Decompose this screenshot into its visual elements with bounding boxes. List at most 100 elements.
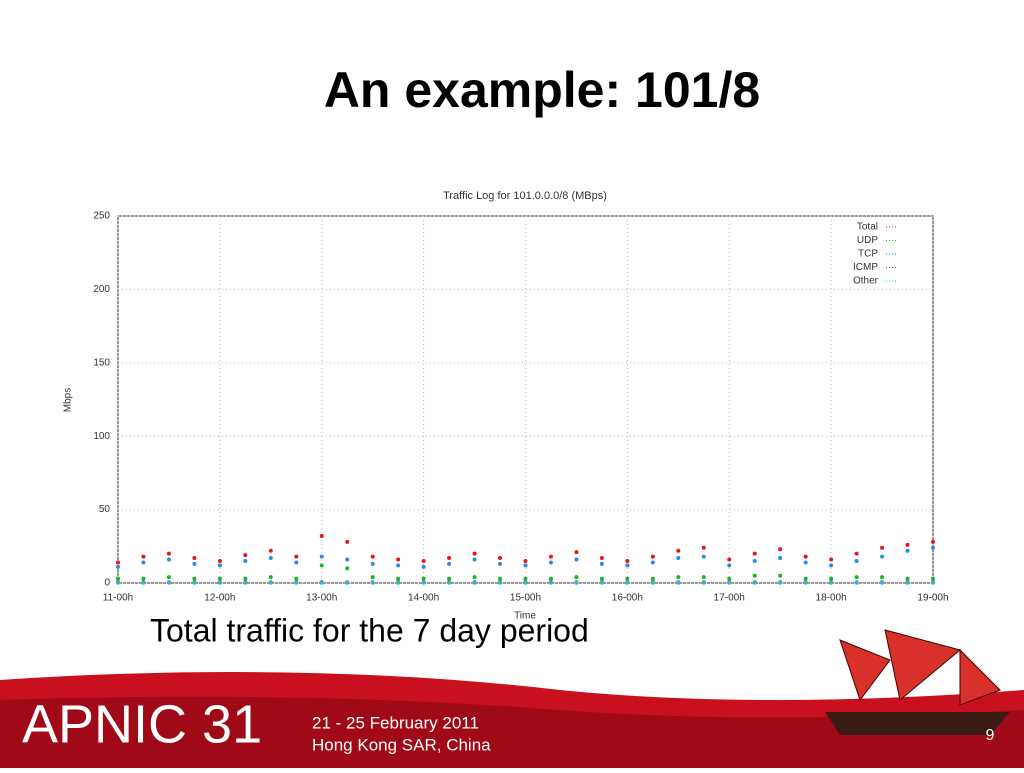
- data-point: [803, 580, 808, 585]
- data-point: [319, 580, 324, 585]
- legend-label: TCP: [858, 249, 878, 260]
- data-point: [625, 563, 630, 568]
- data-point: [498, 580, 503, 585]
- data-point: [498, 561, 503, 566]
- data-point: [166, 557, 171, 562]
- x-tick-label: 16-00h: [612, 593, 643, 604]
- data-point: [752, 551, 757, 556]
- data-point: [727, 557, 732, 562]
- y-tick-label: 100: [93, 431, 110, 442]
- data-point: [472, 551, 477, 556]
- junk-hull: [825, 712, 1010, 735]
- footer-location: Hong Kong SAR, China: [312, 735, 491, 754]
- data-point: [599, 576, 604, 581]
- footer-dates: 21 - 25 February 2011: [312, 713, 479, 732]
- data-point: [370, 554, 375, 559]
- data-point: [854, 558, 859, 563]
- junk-sails: [839, 629, 1001, 706]
- data-point: [599, 561, 604, 566]
- plot-frame: [117, 215, 934, 584]
- data-point: [829, 576, 834, 581]
- data-point: [752, 573, 757, 578]
- data-point: [727, 576, 732, 581]
- x-tick-label: 19-00h: [917, 593, 948, 604]
- data-point: [778, 556, 783, 561]
- data-point: [803, 576, 808, 581]
- data-point: [294, 580, 299, 585]
- data-point: [931, 576, 935, 581]
- data-point: [370, 575, 375, 580]
- data-point: [472, 575, 477, 580]
- data-point: [548, 560, 553, 565]
- y-axis-label: Mbps: [63, 388, 74, 412]
- data-point: [192, 576, 197, 581]
- data-point: [905, 580, 910, 585]
- data-point: [294, 560, 299, 565]
- data-point: [268, 575, 273, 580]
- data-point: [701, 580, 706, 585]
- data-point: [421, 558, 426, 563]
- y-tick-label: 250: [93, 211, 110, 222]
- data-point: [217, 576, 222, 581]
- data-point: [243, 576, 248, 581]
- data-point: [676, 580, 681, 585]
- data-point: [701, 545, 706, 550]
- data-point: [778, 580, 783, 585]
- data-point: [345, 566, 350, 571]
- data-point: [829, 580, 834, 585]
- data-point: [650, 580, 655, 585]
- x-tick-label: 17-00h: [714, 593, 745, 604]
- data-point: [574, 557, 579, 562]
- data-point: [472, 557, 477, 562]
- data-point: [166, 551, 171, 556]
- data-point: [345, 580, 350, 585]
- x-tick-label: 18-00h: [816, 593, 847, 604]
- data-point: [447, 580, 452, 585]
- data-point: [905, 542, 910, 547]
- data-point: [880, 575, 885, 580]
- data-point: [268, 556, 273, 561]
- page-number: 9: [986, 727, 995, 744]
- data-point: [498, 576, 503, 581]
- data-point: [880, 554, 885, 559]
- data-point: [472, 580, 477, 585]
- data-point: [880, 580, 885, 585]
- data-point: [294, 576, 299, 581]
- data-point: [727, 563, 732, 568]
- slide-title: An example: 101/8: [324, 62, 760, 118]
- y-tick-label: 200: [93, 284, 110, 295]
- data-point: [447, 556, 452, 561]
- data-point: [523, 580, 528, 585]
- x-tick-label: 11-00h: [103, 593, 133, 604]
- footer-logo: APNIC 31: [22, 694, 262, 754]
- data-point: [166, 580, 171, 585]
- data-point: [370, 561, 375, 566]
- data-point: [548, 576, 553, 581]
- data-point: [447, 561, 452, 566]
- data-point: [778, 547, 783, 552]
- legend-label: Total: [857, 222, 878, 233]
- data-point: [370, 580, 375, 585]
- data-point: [116, 580, 120, 585]
- data-point: [217, 563, 222, 568]
- data-point: [141, 554, 146, 559]
- data-point: [498, 556, 503, 561]
- data-point: [574, 575, 579, 580]
- data-point: [650, 576, 655, 581]
- data-point: [217, 558, 222, 563]
- data-point: [421, 564, 426, 569]
- data-point: [396, 580, 401, 585]
- data-point: [650, 560, 655, 565]
- data-point: [396, 576, 401, 581]
- data-point: [396, 563, 401, 568]
- data-point: [319, 534, 324, 539]
- data-point: [141, 580, 146, 585]
- data-point: [523, 563, 528, 568]
- chart-title: Traffic Log for 101.0.0.0/8 (MBps): [443, 190, 607, 202]
- data-point: [141, 560, 146, 565]
- data-point: [243, 580, 248, 585]
- data-point: [192, 556, 197, 561]
- data-point: [243, 558, 248, 563]
- data-point: [701, 554, 706, 559]
